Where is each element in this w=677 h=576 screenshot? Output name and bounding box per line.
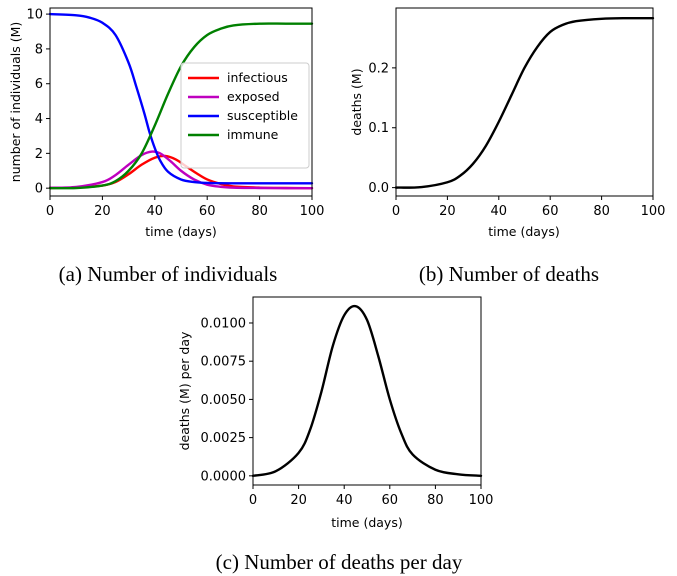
chart-c-ytick-label: 0.0075 — [201, 355, 247, 370]
chart-a: 0 20 40 60 80 100 0 2 4 6 8 10 infectious exposed s… — [8, 7, 325, 286]
chart-a-ytick-label: 6 — [35, 77, 43, 92]
chart-a-xlabel: time (days) — [145, 224, 216, 239]
chart-c-xtick-label: 60 — [382, 493, 399, 508]
chart-a-ytick-label: 4 — [35, 112, 43, 127]
chart-a-series-susceptible-line — [48, 12, 314, 185]
chart-a-xtick-label: 80 — [251, 204, 268, 219]
chart-a-xtick-label: 60 — [199, 204, 216, 219]
chart-c-ylabel: deaths (M) per day — [177, 331, 192, 450]
chart-a-series-exposed-line — [48, 150, 314, 190]
chart-b-xtick-label: 0 — [392, 204, 400, 219]
chart-c-xtick-label: 40 — [336, 493, 353, 508]
chart-c-xtick-label: 80 — [427, 493, 444, 508]
chart-b-ytick-label: 0.1 — [368, 121, 389, 136]
legend-box — [180, 62, 310, 169]
legend-label-susceptible: susceptible — [227, 108, 298, 123]
chart-c-series-curve-line — [251, 304, 483, 478]
chart-c-xtick-label: 0 — [249, 493, 257, 508]
chart-c-ytick-label: 0.0050 — [201, 393, 247, 408]
chart-a-ylabel: number of individuals (M) — [8, 22, 23, 182]
chart-b-xtick-label: 60 — [542, 204, 559, 219]
chart-b-ytick-label: 0.2 — [368, 61, 389, 76]
chart-b-xlabel: time (days) — [488, 224, 559, 239]
chart-b: 0 20 40 60 80 100 0.0 0.1 0.2 time (days) deaths… — [349, 7, 666, 286]
chart-a-series-immune-line — [48, 22, 314, 190]
legend-label-immune: immune — [227, 127, 279, 142]
chart-a-xtick-label: 100 — [300, 204, 325, 219]
chart-a-caption: (a) Number of individuals — [59, 262, 278, 286]
chart-c-xtick-label: 100 — [469, 493, 494, 508]
chart-a-ytick-label: 8 — [35, 42, 43, 57]
chart-c-frame — [252, 296, 482, 486]
chart-c-xlabel: time (days) — [331, 515, 402, 530]
chart-b-ytick-label: 0.0 — [368, 181, 389, 196]
chart-a-ytick-label: 0 — [35, 182, 43, 197]
chart-c-ytick-label: 0.0025 — [201, 431, 247, 446]
legend-label-exposed: exposed — [227, 89, 280, 104]
chart-c: 0 20 40 60 80 100 0.0000 0.0025 0.0050 0.0075 0.01… — [177, 296, 494, 574]
chart-c-ytick-label: 0.0100 — [201, 316, 247, 331]
chart-c-caption: (c) Number of deaths per day — [216, 550, 463, 574]
chart-b-series-curve-line — [394, 16, 655, 189]
chart-b-xtick-label: 80 — [593, 204, 610, 219]
chart-a-ytick-label: 2 — [35, 147, 43, 162]
chart-c-xtick-label: 20 — [290, 493, 307, 508]
legend-label-infectious: infectious — [227, 70, 288, 85]
chart-a-xtick-label: 20 — [94, 204, 111, 219]
chart-a-xtick-label: 0 — [46, 204, 54, 219]
chart-a-legend: infectious exposed susceptible immune — [180, 62, 310, 169]
chart-b-frame — [395, 7, 654, 197]
chart-a-frame — [49, 7, 313, 197]
chart-b-xtick-label: 40 — [491, 204, 508, 219]
chart-b-xtick-label: 100 — [641, 204, 666, 219]
chart-b-caption: (b) Number of deaths — [419, 262, 599, 286]
chart-c-ytick-label: 0.0000 — [201, 469, 247, 484]
chart-b-ylabel: deaths (M) — [349, 68, 364, 135]
chart-a-ytick-label: 10 — [26, 8, 43, 23]
chart-a-xtick-label: 40 — [147, 204, 164, 219]
chart-b-xtick-label: 20 — [439, 204, 456, 219]
